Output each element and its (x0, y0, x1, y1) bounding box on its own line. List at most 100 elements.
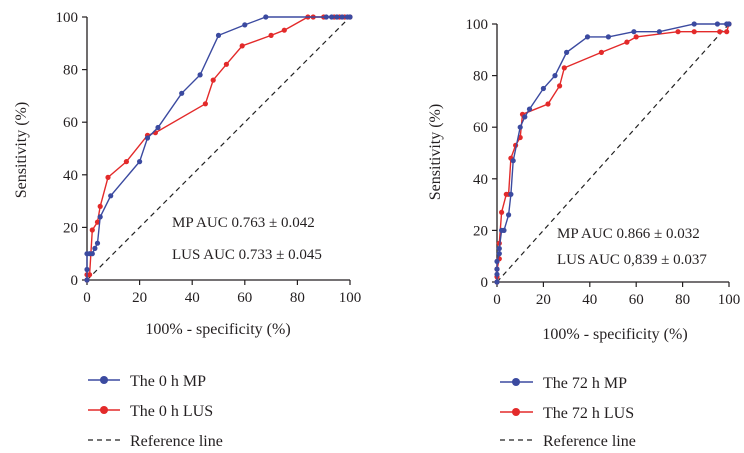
legend-item-lus: The 0 h LUS (88, 403, 213, 420)
legend-lus-label: The 0 h LUS (130, 403, 213, 420)
the-72-h-lus-point (717, 29, 723, 35)
the-0-h-lus-point (105, 174, 111, 180)
legend-item-mp: The 0 h MP (88, 373, 206, 390)
the-0-h-mp-point (323, 14, 329, 20)
the-72-h-mp-point (522, 114, 528, 120)
the-72-h-mp-point (584, 34, 591, 40)
the-0-h-lus-point (123, 159, 129, 165)
the-72-h-mp-point (501, 227, 507, 233)
x-tick-label: 80 (675, 292, 690, 308)
the-72-h-mp-point (510, 158, 516, 164)
y-tick-label: 20 (63, 220, 78, 236)
y-tick-label: 100 (466, 17, 489, 33)
legend-item-lus: The 72 h LUS (500, 405, 634, 422)
the-0-h-mp-point (94, 240, 101, 246)
y-tick-label: 0 (481, 275, 489, 291)
the-72-h-mp-point (494, 258, 500, 264)
the-72-h-mp-point (494, 271, 500, 277)
the-72-h-mp-point (726, 21, 732, 27)
x-tick-label: 60 (237, 290, 252, 306)
legend-reference-label: Reference line (543, 433, 636, 450)
y-tick-label: 60 (473, 120, 488, 136)
the-72-h-mp-point (631, 29, 637, 35)
the-0-h-lus-point (89, 227, 95, 233)
x-tick-label: 40 (582, 292, 597, 308)
x-tick-label: 20 (536, 292, 551, 308)
the-72-h-lus-point (724, 29, 730, 35)
the-0-h-mp-point (329, 14, 335, 20)
legend-item-mp: The 72 h MP (500, 375, 627, 392)
the-72-h-mp-point (691, 21, 697, 27)
legend-72h: The 72 h MP The 72 h LUS Reference line (500, 375, 636, 450)
the-72-h-mp-point (496, 245, 502, 252)
x-tick-label: 0 (83, 290, 91, 306)
the-0-h-mp-point (179, 90, 185, 96)
the-0-h-mp-point (84, 266, 90, 273)
roc-chart-72h: 0 20 40 60 80 100 0 20 40 60 80 100 100% - specific… (427, 17, 740, 450)
the-0-h-lus-point (210, 77, 216, 83)
y-tick-label: 80 (473, 69, 488, 85)
x-tick-label: 0 (493, 292, 501, 308)
auc-annotation-mp: MP AUC 0.763 ± 0.042 (172, 215, 315, 231)
the-72-h-lus-point (624, 39, 630, 45)
the-72-h-mp-point (552, 73, 558, 79)
the-0-h-lus-point (97, 203, 103, 209)
the-0-h-mp-point (339, 14, 345, 20)
the-0-h-mp-point (197, 72, 203, 78)
the-72-h-lus-point (545, 101, 551, 107)
reference-line-line (86, 16, 351, 281)
the-0-h-mp-point (97, 214, 103, 220)
the-72-h-mp-point (564, 49, 570, 56)
the-72-h-lus-point (557, 83, 563, 89)
the-72-h-lus-point (691, 29, 697, 35)
legend-lus-label: The 72 h LUS (543, 405, 634, 422)
the-0-h-mp-point (89, 251, 95, 257)
plot-area-0h: 0 20 40 60 80 100 0 20 40 60 80 100 (56, 10, 362, 306)
y-tick-label: 0 (71, 273, 79, 289)
x-tick-label: 100 (718, 292, 741, 308)
the-72-h-mp-point (494, 266, 500, 272)
the-72-h-lus-point (675, 29, 681, 35)
legend-item-reference: Reference line (500, 433, 636, 450)
the-0-h-mp-point (144, 135, 151, 141)
legend-item-reference: Reference line (88, 433, 223, 450)
legend-0h: The 0 h MP The 0 h LUS Reference line (88, 373, 223, 450)
the-0-h-mp-point (263, 14, 269, 20)
the-0-h-lus-point (223, 61, 229, 67)
the-72-h-mp-point (517, 124, 523, 130)
the-0-h-lus-point (239, 43, 245, 49)
the-0-h-mp-point (347, 14, 353, 20)
plot-area-72h: 0 20 40 60 80 100 0 20 40 60 80 100 (466, 17, 741, 308)
auc-annotation-mp: MP AUC 0.866 ± 0.032 (557, 226, 700, 242)
the-72-h-lus-point (499, 209, 505, 215)
the-0-h-lus-point (94, 219, 101, 225)
legend-mp-marker (512, 378, 520, 386)
x-axis-title: 100% - specificity (%) (542, 326, 687, 343)
the-72-h-lus-point (633, 34, 639, 40)
y-tick-label: 20 (473, 223, 488, 239)
y-tick-label: 80 (63, 63, 78, 79)
x-tick-label: 60 (629, 292, 644, 308)
the-0-h-mp-point (155, 124, 161, 131)
the-0-h-mp-point (215, 32, 222, 39)
y-axis-title: Sensitivity (%) (427, 104, 444, 200)
x-tick-label: 100 (339, 290, 362, 306)
y-axis-title: Sensitivity (%) (13, 102, 30, 198)
the-0-h-mp-point (137, 159, 143, 165)
the-72-h-mp-point (605, 34, 612, 40)
the-72-h-mp-point (496, 251, 502, 257)
roc-chart-0h: 0 20 40 60 80 100 0 20 40 60 80 100 100% - specific… (13, 10, 361, 450)
y-tick-label: 40 (473, 172, 488, 188)
the-0-h-mp-point (242, 22, 248, 28)
the-72-h-mp-point (494, 279, 500, 285)
legend-mp-label: The 72 h MP (543, 375, 627, 392)
x-axis-title: 100% - specificity (%) (145, 321, 290, 338)
the-72-h-mp-point (508, 191, 514, 197)
the-72-h-mp-point (506, 212, 512, 218)
y-tick-label: 40 (63, 168, 78, 184)
the-0-h-mp-point (84, 277, 90, 283)
the-72-h-lus-point (598, 49, 605, 56)
the-0-h-lus-point (268, 32, 274, 39)
auc-annotation-lus: LUS AUC 0,839 ± 0.037 (557, 252, 707, 268)
